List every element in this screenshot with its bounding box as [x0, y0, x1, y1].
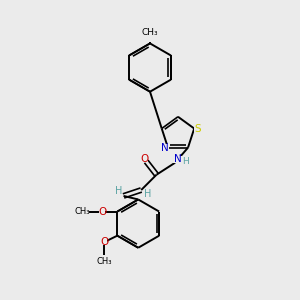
Bar — [98, 258, 110, 264]
Bar — [101, 239, 107, 245]
Bar — [141, 156, 148, 162]
Text: CH₃: CH₃ — [142, 28, 158, 37]
Bar — [160, 144, 169, 151]
Text: O: O — [141, 154, 149, 164]
Text: CH₃: CH₃ — [74, 207, 90, 216]
Text: N: N — [160, 142, 168, 153]
Text: H: H — [115, 186, 122, 196]
Text: H: H — [182, 157, 188, 166]
Bar — [194, 125, 202, 132]
Text: H: H — [144, 189, 152, 199]
Text: CH₃: CH₃ — [96, 256, 112, 266]
Bar — [99, 208, 105, 214]
Bar — [172, 156, 183, 163]
Text: O: O — [100, 237, 108, 247]
Text: N: N — [174, 154, 182, 164]
Bar — [76, 208, 88, 214]
Text: O: O — [98, 206, 106, 217]
Bar — [143, 29, 157, 35]
Bar — [115, 188, 122, 193]
Text: S: S — [195, 124, 201, 134]
Bar — [144, 191, 151, 196]
